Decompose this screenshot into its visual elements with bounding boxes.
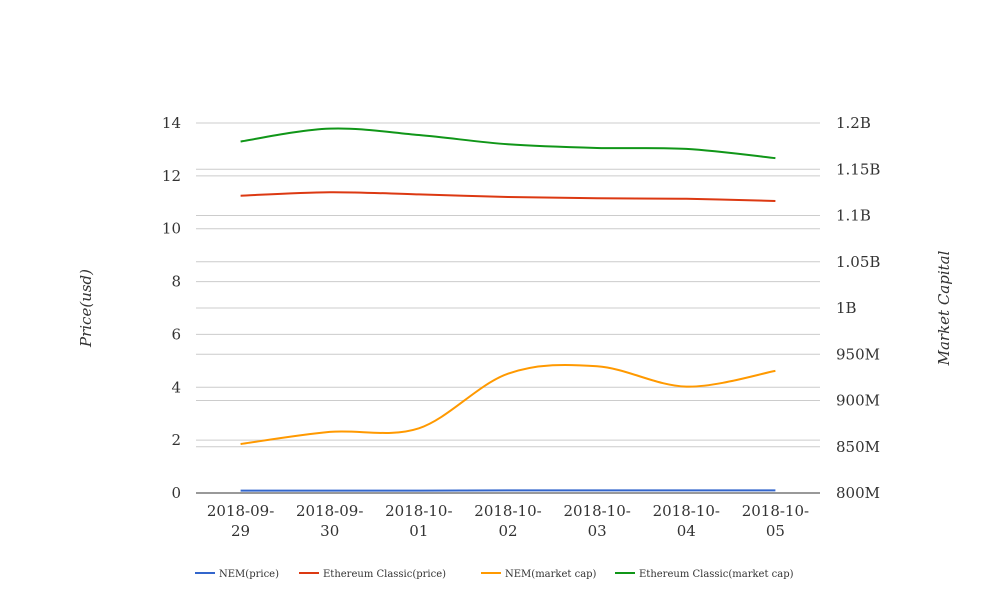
x-axis-tick-label: 2018-09-29 [207, 502, 274, 540]
legend-label-nem-market-cap: NEM(market cap) [505, 569, 597, 580]
x-axis-tick-label: 2018-09-30 [296, 502, 363, 540]
series-line-nem-market-cap [240, 363, 776, 445]
x-axis-tick-label: 2018-10-05 [742, 502, 809, 540]
right-axis-tick-label: 1.15B [836, 160, 880, 178]
chart-legend: NEM(price) Ethereum Classic(price) NEM(mar… [195, 569, 794, 580]
left-axis-tick-label: 12 [162, 167, 181, 185]
left-axis-tick-label: 6 [171, 325, 181, 343]
x-axis-tick-label: 2018-10-04 [653, 502, 720, 540]
series-line-ethereum-classic-market-cap [240, 127, 776, 160]
right-axis-tick-labels: 800M 850M 900M 950M 1B 1.05B 1.1B 1.15B 1.2B [836, 114, 880, 502]
left-axis-tick-label: 4 [171, 378, 181, 396]
x-axis-tick-label: 2018-10-02 [474, 502, 541, 540]
left-axis-tick-label: 0 [171, 484, 181, 502]
right-axis-tick-label: 950M [836, 345, 880, 363]
left-axis-tick-label: 14 [162, 114, 181, 132]
right-axis-tick-label: 1.2B [836, 114, 871, 132]
x-axis-tick-labels: 2018-09-29 2018-09-30 2018-10-01 2018-10-02… [207, 502, 809, 540]
right-axis-tick-label: 850M [836, 438, 880, 456]
left-axis-tick-label: 8 [171, 273, 181, 291]
left-axis-tick-label: 10 [162, 220, 181, 238]
left-axis-gridlines [196, 122, 820, 441]
legend-label-ethereum-classic-market-cap: Ethereum Classic(market cap) [639, 569, 794, 580]
right-axis-tick-label: 1.1B [836, 207, 871, 225]
left-axis-tick-labels: 0 2 4 6 8 10 12 14 [162, 114, 181, 502]
x-axis-tick-label: 2018-10-01 [385, 502, 452, 540]
x-axis-tick-label: 2018-10-03 [563, 502, 630, 540]
right-axis-tick-label: 800M [836, 484, 880, 502]
series-line-ethereum-classic-price [240, 191, 776, 202]
right-axis-title: Market Capital [935, 250, 953, 366]
legend-label-nem-price: NEM(price) [219, 569, 279, 580]
right-axis-tick-label: 900M [836, 392, 880, 410]
left-axis-tick-label: 2 [171, 431, 181, 449]
left-axis-title: Price(usd) [77, 269, 95, 348]
legend-label-ethereum-classic-price: Ethereum Classic(price) [323, 569, 446, 580]
right-axis-gridlines [196, 122, 820, 448]
right-axis-tick-label: 1.05B [836, 253, 880, 271]
right-axis-tick-label: 1B [836, 299, 857, 317]
series-layer [240, 127, 776, 492]
